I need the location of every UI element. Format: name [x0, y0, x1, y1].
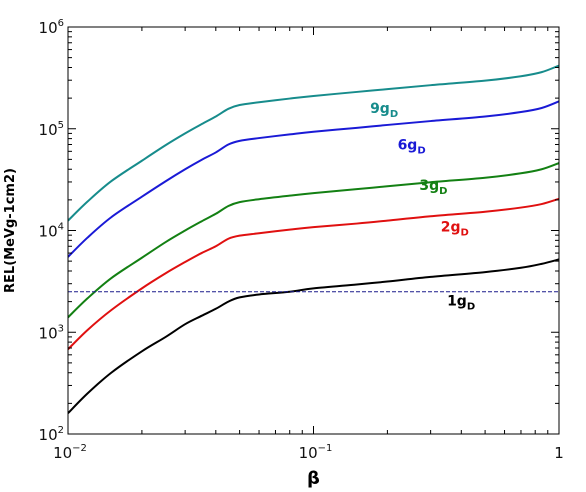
y-tick-label: 106: [39, 18, 64, 37]
y-tick-label: 104: [39, 222, 64, 241]
series-line-2gD: [68, 197, 559, 351]
y-tick-label: 102: [39, 425, 64, 444]
axis-ticks: 10−2 10−1 1 102 103 104 105 106: [39, 18, 564, 462]
series-label-9gD: 9gD: [370, 101, 398, 120]
x-tick-label: 10−2: [53, 443, 87, 462]
series-line-3gD: [68, 162, 559, 319]
series-label-1gD: 1gD: [447, 294, 475, 313]
x-tick-label: 10−1: [299, 443, 333, 462]
plot-area-frame: [67, 26, 560, 435]
y-tick-label: 105: [39, 120, 64, 139]
series-label-6gD: 6gD: [398, 138, 426, 157]
series-label-3gD: 3gD: [419, 178, 447, 197]
series-line-6gD: [68, 100, 559, 258]
series-layer: [68, 64, 559, 414]
y-axis-title: REL(MeVg-1cm2): [3, 168, 18, 293]
x-tick-label: 1: [554, 444, 564, 462]
series-line-9gD: [68, 64, 559, 222]
series-label-2gD: 2gD: [441, 219, 469, 238]
series-line-1gD: [68, 258, 559, 414]
y-tick-label: 103: [39, 323, 64, 342]
x-axis-title: β: [307, 468, 320, 489]
